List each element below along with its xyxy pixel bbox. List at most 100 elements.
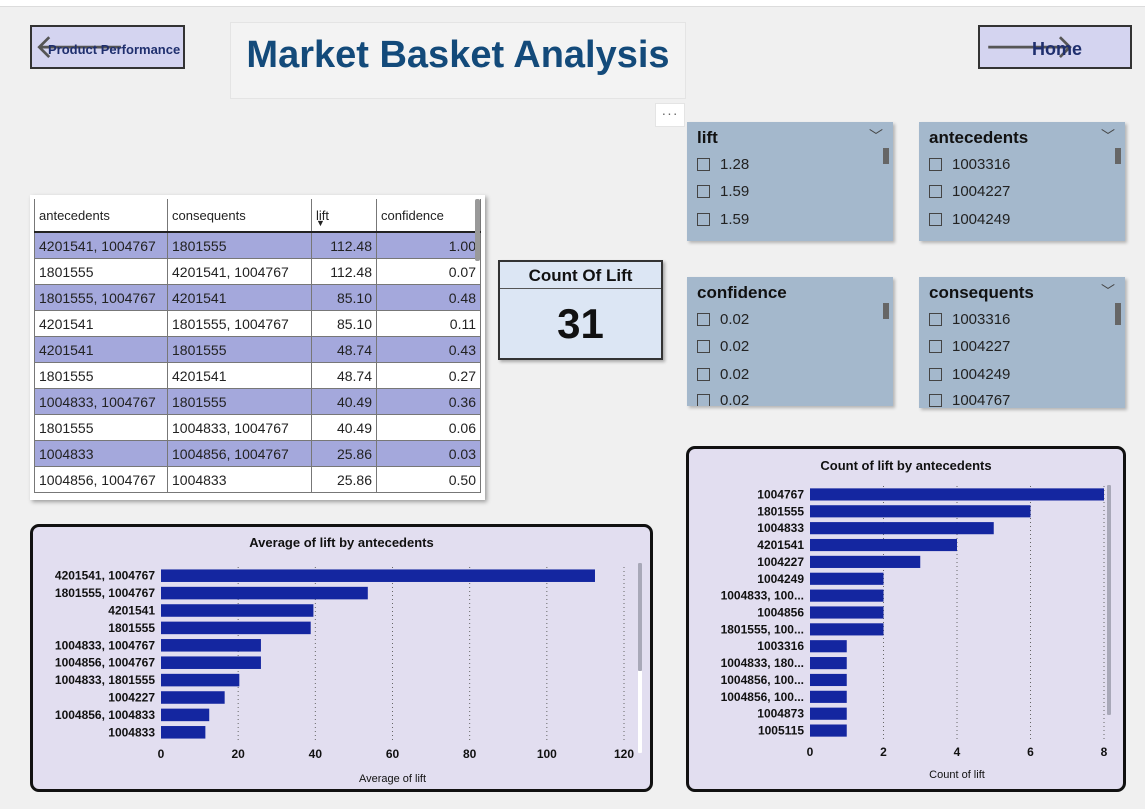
checkbox[interactable] <box>697 393 710 406</box>
category-label: 1004856, 1004833 <box>55 708 155 722</box>
checkbox[interactable] <box>929 339 942 353</box>
slicer-item-label: 1004767 <box>952 391 1011 409</box>
bar <box>161 621 311 635</box>
table-cell-consequents: 1801555 <box>167 388 312 415</box>
category-label: 1004856, 1004767 <box>55 656 155 670</box>
x-tick-label: 0 <box>158 747 165 761</box>
checkbox[interactable] <box>929 212 942 226</box>
checkbox[interactable] <box>697 312 710 326</box>
table-cell-antecedents: 1801555 <box>34 362 168 389</box>
chevron-down-icon[interactable]: ﹀ <box>1101 284 1115 300</box>
slicer-item[interactable]: 0.02 <box>697 336 749 356</box>
scrollbar[interactable] <box>1115 303 1121 325</box>
more-options-icon[interactable]: ··· <box>655 103 685 127</box>
column-header-antecedents[interactable]: antecedents <box>34 199 168 233</box>
category-label: 1801555, 100... <box>721 622 804 636</box>
category-label: 4201541 <box>757 538 804 552</box>
x-tick-label: 80 <box>463 747 477 761</box>
checkbox[interactable] <box>697 157 710 171</box>
column-header-consequents[interactable]: consequents <box>167 199 312 233</box>
table-cell-antecedents: 1801555 <box>34 414 168 441</box>
table-cell-antecedents: 1004856, 1004767 <box>34 466 168 493</box>
bar <box>161 673 240 687</box>
slicer-item[interactable]: 1004249 <box>929 209 1010 229</box>
slicer-item[interactable]: 1004227 <box>929 336 1010 356</box>
checkbox[interactable] <box>929 367 942 381</box>
slicer-item-label: 0.02 <box>720 365 750 383</box>
category-label: 1004833 <box>757 521 804 535</box>
category-label: 1004833, 100... <box>721 589 804 603</box>
checkbox[interactable] <box>697 339 710 353</box>
slicer-item[interactable]: 0.02 <box>697 309 749 329</box>
column-header-confidence[interactable]: confidence <box>376 199 481 233</box>
category-label: 1801555, 1004767 <box>55 586 155 600</box>
scrollbar[interactable] <box>1115 148 1121 164</box>
table-row[interactable]: 1801555 1004833, 1004767 40.49 0.06 <box>34 414 481 441</box>
checkbox[interactable] <box>697 367 710 381</box>
table-row[interactable]: 1801555 4201541, 1004767 112.48 0.07 <box>34 258 481 285</box>
column-header-lift[interactable]: lift ▼ <box>311 199 377 233</box>
checkbox[interactable] <box>697 212 710 226</box>
scrollbar[interactable] <box>883 148 889 164</box>
x-tick-label: 4 <box>954 745 961 759</box>
home-button[interactable]: 🡒 Home <box>978 25 1132 69</box>
table-row[interactable]: 1004833, 1004767 1801555 40.49 0.36 <box>34 388 481 415</box>
table-cell-consequents: 4201541 <box>167 284 312 311</box>
slicer-item[interactable]: 1003316 <box>929 154 1010 174</box>
scrollbar[interactable] <box>883 303 889 319</box>
bar <box>810 589 884 602</box>
chevron-down-icon[interactable]: ﹀ <box>869 129 883 145</box>
slicer-item[interactable]: 1004249 <box>929 364 1010 384</box>
table-row[interactable]: 4201541 1801555, 1004767 85.10 0.11 <box>34 310 481 337</box>
table-cell-lift: 40.49 <box>311 388 377 415</box>
table-row[interactable]: 1801555, 1004767 4201541 85.10 0.48 <box>34 284 481 311</box>
category-label: 4201541, 1004767 <box>55 569 155 583</box>
title-box: Market Basket Analysis <box>230 22 686 99</box>
checkbox[interactable] <box>929 393 942 407</box>
table-row[interactable]: 1004856, 1004767 1004833 25.86 0.50 <box>34 466 481 493</box>
slicer-consequents[interactable]: consequents ﹀ 1003316 1004227 1004249 10… <box>919 277 1125 408</box>
table-cell-confidence: 0.36 <box>376 388 481 415</box>
checkbox[interactable] <box>697 184 710 198</box>
chevron-down-icon[interactable]: ﹀ <box>1101 129 1115 145</box>
bar <box>810 522 994 535</box>
checkbox[interactable] <box>929 157 942 171</box>
slicer-item[interactable]: 1004227 <box>929 181 1010 201</box>
slicer-item[interactable]: 0.02 <box>697 364 749 384</box>
table-row[interactable]: 1004833 1004856, 1004767 25.86 0.03 <box>34 440 481 467</box>
table-scrollbar[interactable] <box>475 199 480 261</box>
bar <box>810 657 847 670</box>
slicer-item[interactable]: 1004767 <box>929 390 1010 408</box>
slicer-item[interactable]: 0.02 <box>697 390 749 406</box>
scrollbar-thumb <box>638 563 642 671</box>
table-cell-confidence: 0.03 <box>376 440 481 467</box>
table-row[interactable]: 4201541, 1004767 1801555 112.48 1.00 <box>34 231 481 259</box>
bar <box>161 604 314 617</box>
slicer-confidence[interactable]: confidence 0.02 0.02 0.02 0.02 <box>687 277 893 406</box>
x-axis-title: Count of lift <box>929 769 985 781</box>
slicer-antecedents[interactable]: antecedents ﹀ 1003316 1004227 1004249 <box>919 122 1125 241</box>
slicer-item-label: 1004227 <box>952 337 1011 355</box>
rules-table-grid: antecedents consequents lift ▼ confidence… <box>34 199 481 493</box>
slicer-item[interactable]: 1.59 <box>697 181 749 201</box>
slicer-item-label: 1.59 <box>720 182 750 200</box>
slicer-item[interactable]: 1003316 <box>929 309 1010 329</box>
table-cell-antecedents: 4201541 <box>34 336 168 363</box>
table-cell-consequents: 1004833, 1004767 <box>167 414 312 441</box>
home-label: Home <box>1032 39 1083 59</box>
checkbox[interactable] <box>929 312 942 326</box>
x-tick-label: 8 <box>1101 745 1108 759</box>
x-tick-label: 2 <box>880 745 887 759</box>
table-row[interactable]: 1801555 4201541 48.74 0.27 <box>34 362 481 389</box>
bar <box>161 691 225 704</box>
table-cell-confidence: 0.11 <box>376 310 481 337</box>
table-row[interactable]: 4201541 1801555 48.74 0.43 <box>34 336 481 363</box>
slicer-item[interactable]: 1.28 <box>697 154 749 174</box>
category-label: 1004249 <box>757 572 804 586</box>
product-performance-button[interactable]: 🡐 Product Performance <box>30 25 185 69</box>
slicer-item[interactable]: 1.59 <box>697 209 749 229</box>
table-cell-confidence: 0.50 <box>376 466 481 493</box>
checkbox[interactable] <box>929 184 942 198</box>
slicer-item-label: 1.59 <box>720 210 750 228</box>
slicer-lift[interactable]: lift ﹀ 1.28 1.59 1.59 <box>687 122 893 241</box>
